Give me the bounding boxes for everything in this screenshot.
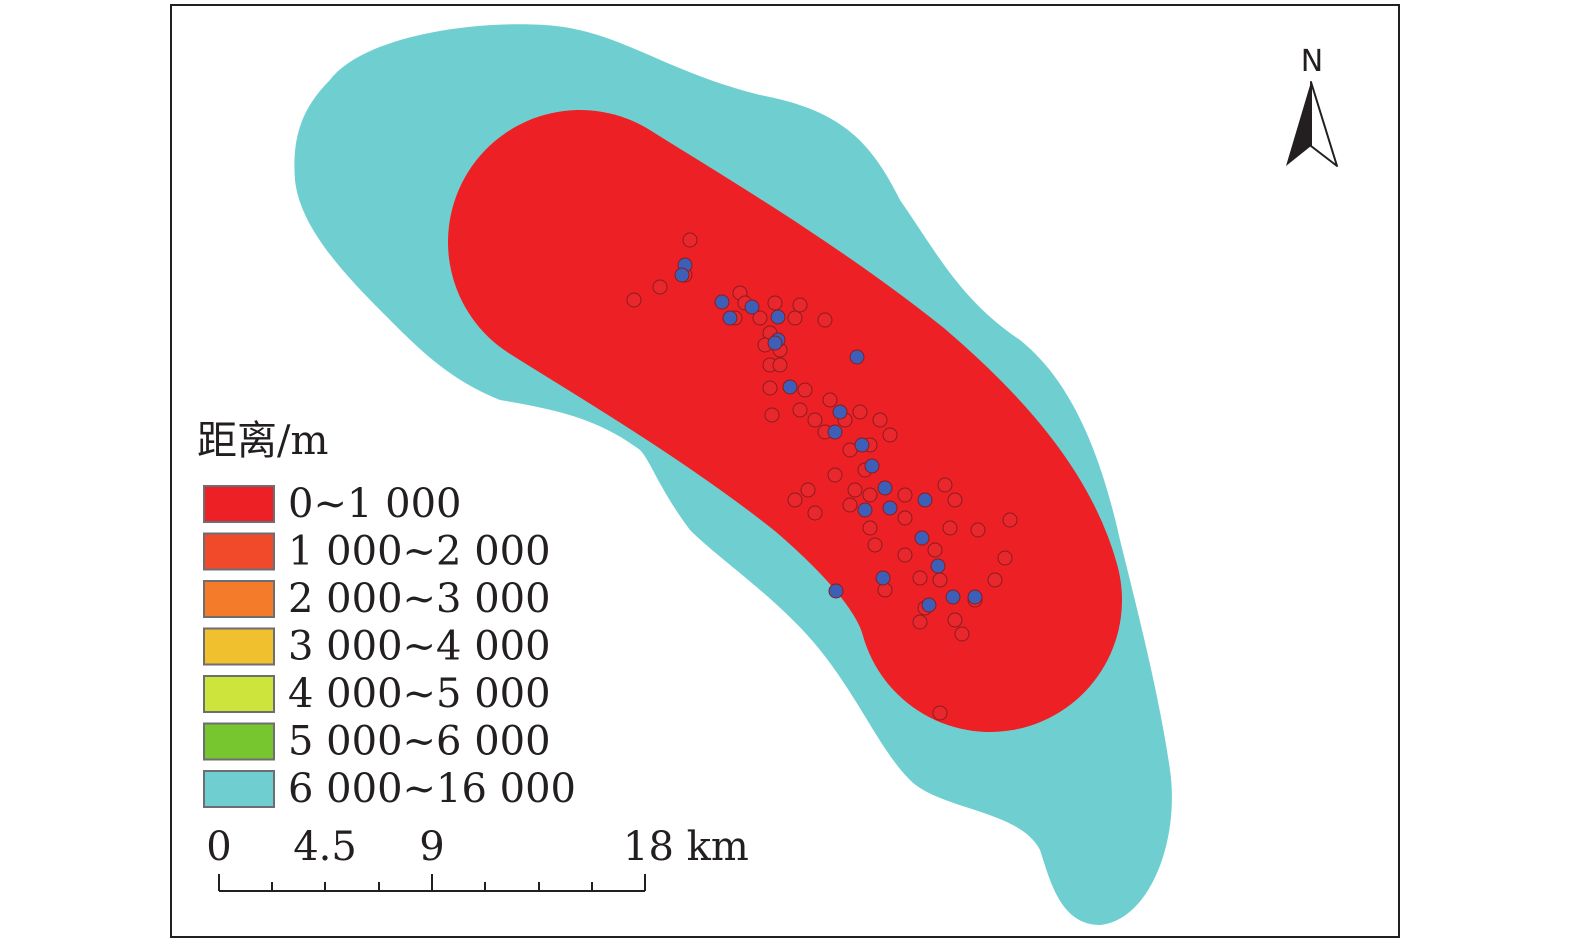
red-sample-point [862,487,878,503]
blue-sample-point [921,597,937,613]
legend-label-3: 3 000~4 000 [288,624,551,670]
red-sample-point [997,550,1013,566]
red-sample-point [932,705,948,721]
blue-sample-point [674,267,690,283]
red-sample-point [822,392,838,408]
red-sample-point [652,279,668,295]
red-sample-point [927,542,943,558]
north-arrow-icon: N [1286,44,1338,167]
red-sample-point [762,380,778,396]
legend-swatch-5 [203,722,275,761]
scale-tick-0: 0 [206,824,231,870]
red-sample-point [827,467,843,483]
red-sample-point [867,537,883,553]
blue-sample-point [722,310,738,326]
legend-label-2: 2 000~3 000 [288,576,551,622]
red-sample-point [912,614,928,630]
blue-sample-point [782,379,798,395]
legend-title: 距离/m [197,418,328,464]
blue-sample-point [857,502,873,518]
red-sample-point [932,572,948,588]
blue-sample-point [854,437,870,453]
blue-sample-point [877,480,893,496]
legend-swatch-0 [203,485,275,523]
red-sample-point [772,357,788,373]
scale-bar: 0 4.5 9 18 km [206,824,749,892]
red-sample-point [752,310,768,326]
red-sample-point [897,487,913,503]
blue-sample-point [864,458,880,474]
red-sample-point [872,412,888,428]
red-sample-point [797,382,813,398]
blue-sample-point [917,492,933,508]
red-sample-point [862,520,878,536]
blue-sample-point [945,589,961,605]
red-sample-point [787,310,803,326]
red-sample-point [817,312,833,328]
red-sample-point [792,297,808,313]
red-sample-point [970,522,986,538]
red-sample-point [954,626,970,642]
blue-sample-point [930,558,946,574]
red-sample-point [987,572,1003,588]
red-sample-point [912,570,928,586]
red-sample-point [852,404,868,420]
scale-tick-3: 18 km [623,824,749,870]
blue-sample-point [714,294,730,310]
red-sample-point [897,510,913,526]
legend-swatch-6 [203,770,275,808]
blue-sample-point [827,424,843,440]
red-sample-point [807,505,823,521]
red-sample-point [847,482,863,498]
blue-sample-point [875,570,891,586]
blue-sample-point [849,349,865,365]
legend-swatch-4 [203,675,275,713]
blue-sample-point [832,404,848,420]
legend-label-0: 0~1 000 [288,481,461,527]
blue-sample-point [882,500,898,516]
red-sample-point [947,492,963,508]
legend-label-5: 5 000~6 000 [288,719,551,765]
legend-swatch-1 [203,532,275,571]
north-label: N [1301,44,1323,79]
sample-points [626,232,1018,721]
red-sample-point [792,402,808,418]
legend-swatch-3 [203,627,275,666]
red-sample-point [626,292,642,308]
red-sample-point [942,520,958,536]
legend-label-1: 1 000~2 000 [288,529,551,575]
red-sample-point [937,477,953,493]
legend-label-4: 4 000~5 000 [288,671,551,717]
scale-tick-1: 4.5 [293,824,357,870]
blue-sample-point [770,309,786,325]
scale-tick-2: 9 [419,824,444,870]
red-sample-point [882,427,898,443]
red-sample-point [842,497,858,513]
red-sample-point [947,612,963,628]
blue-sample-point [967,589,983,605]
legend-label-6: 6 000~16 000 [288,766,576,812]
blue-sample-point [767,335,783,351]
blue-sample-point [828,583,844,599]
red-sample-point [1002,512,1018,528]
red-sample-point [767,295,783,311]
red-sample-point [764,407,780,423]
red-sample-point [800,482,816,498]
red-sample-point [897,547,913,563]
legend-swatch-2 [203,580,275,618]
red-sample-point [787,492,803,508]
blue-sample-point [914,530,930,546]
red-sample-point [682,232,698,248]
red-sample-point [807,412,823,428]
blue-sample-point [744,299,760,315]
